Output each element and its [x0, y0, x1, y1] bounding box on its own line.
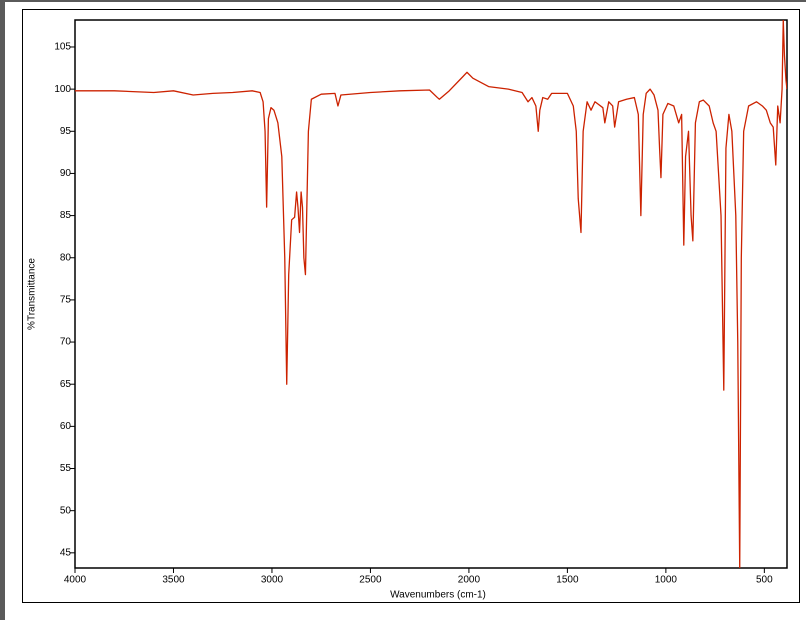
- y-tick-label: 60: [60, 421, 72, 432]
- panel-border: [22, 9, 800, 603]
- window-edge: [0, 0, 5, 620]
- y-tick-label: 80: [60, 252, 72, 263]
- x-axis-label: Wavenumbers (cm-1): [390, 590, 486, 601]
- x-tick-label: 3000: [261, 575, 284, 586]
- x-tick-label: 500: [756, 575, 773, 586]
- y-tick-label: 90: [60, 168, 72, 179]
- y-tick-label: 75: [60, 295, 72, 306]
- x-tick-label: 2500: [359, 575, 382, 586]
- y-tick-label: 105: [54, 42, 71, 53]
- y-axis-label: %Transmittance: [27, 258, 38, 330]
- window-edge-top: [0, 0, 806, 2]
- y-tick-label: 95: [60, 126, 72, 137]
- y-tick-label: 55: [60, 463, 72, 474]
- y-tick-label: 85: [60, 210, 72, 221]
- x-tick-label: 1500: [556, 575, 579, 586]
- plot-frame: [74, 19, 788, 569]
- x-tick-label: 4000: [64, 575, 87, 586]
- y-tick-label: 50: [60, 505, 72, 516]
- x-tick-label: 3500: [162, 575, 185, 586]
- y-tick-label: 70: [60, 337, 72, 348]
- spectrum-line: [75, 20, 787, 568]
- y-tick-label: 100: [54, 84, 71, 95]
- x-tick-label: 1000: [655, 575, 678, 586]
- y-tick-label: 45: [60, 547, 72, 558]
- y-tick-label: 65: [60, 379, 72, 390]
- x-tick-label: 2000: [458, 575, 481, 586]
